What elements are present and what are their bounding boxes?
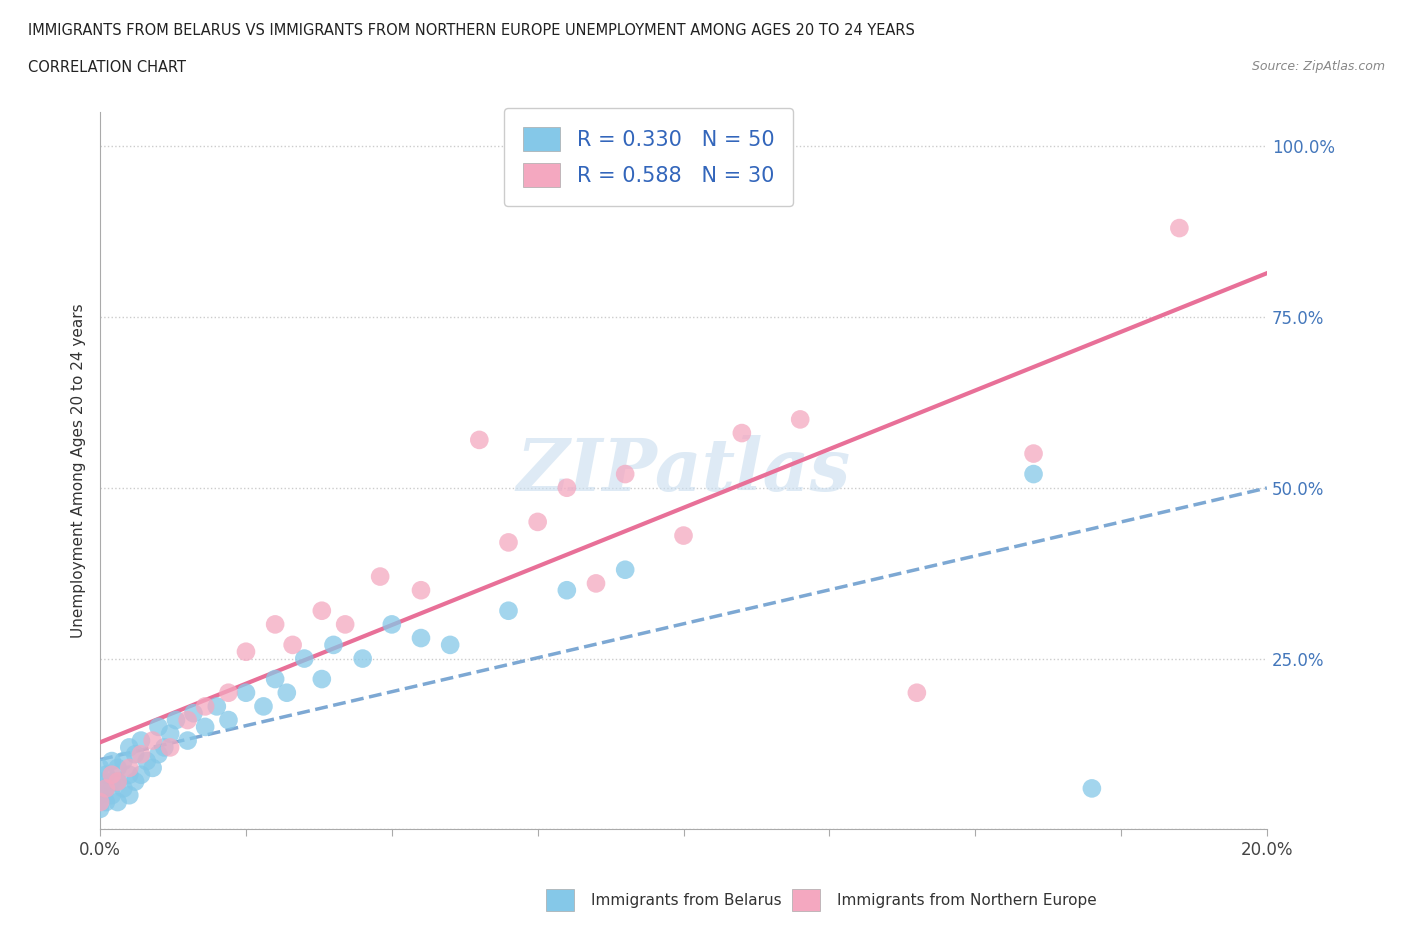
Point	[235, 644, 257, 659]
Point	[142, 761, 165, 776]
Point	[94, 781, 117, 796]
Point	[264, 671, 287, 686]
Point	[409, 631, 432, 645]
Point	[94, 794, 117, 809]
Point	[905, 685, 928, 700]
Point	[94, 781, 117, 796]
Point	[107, 774, 129, 789]
Point	[176, 712, 198, 727]
Point	[142, 733, 165, 748]
Point	[135, 753, 157, 768]
Point	[235, 685, 257, 700]
Point	[183, 706, 205, 721]
Point	[124, 774, 146, 789]
Point	[107, 774, 129, 789]
Point	[194, 699, 217, 714]
Point	[94, 767, 117, 782]
Point	[322, 637, 344, 652]
Point	[176, 733, 198, 748]
Point	[217, 685, 239, 700]
Point	[264, 617, 287, 631]
Text: ZIPatlas: ZIPatlas	[516, 435, 851, 506]
Point	[381, 617, 404, 631]
Point	[124, 747, 146, 762]
Point	[118, 740, 141, 755]
Point	[101, 753, 124, 768]
Point	[789, 412, 811, 427]
Point	[614, 563, 637, 578]
Text: Immigrants from Northern Europe: Immigrants from Northern Europe	[837, 893, 1097, 908]
Point	[129, 733, 152, 748]
Point	[276, 685, 298, 700]
Point	[89, 802, 111, 817]
Point	[217, 712, 239, 727]
Point	[555, 480, 578, 495]
Point	[311, 604, 333, 618]
Point	[1081, 781, 1104, 796]
Point	[89, 774, 111, 789]
Y-axis label: Unemployment Among Ages 20 to 24 years: Unemployment Among Ages 20 to 24 years	[72, 303, 86, 638]
Text: Source: ZipAtlas.com: Source: ZipAtlas.com	[1251, 60, 1385, 73]
Text: Immigrants from Belarus: Immigrants from Belarus	[591, 893, 782, 908]
Point	[368, 569, 391, 584]
Point	[333, 617, 356, 631]
Point	[112, 781, 135, 796]
Point	[89, 761, 111, 776]
Point	[89, 788, 111, 803]
Point	[205, 699, 228, 714]
Point	[118, 761, 141, 776]
Point	[1022, 446, 1045, 461]
Point	[1022, 467, 1045, 482]
Point	[731, 426, 754, 441]
Point	[498, 535, 520, 550]
Point	[468, 432, 491, 447]
Legend: R = 0.330   N = 50, R = 0.588   N = 30: R = 0.330 N = 50, R = 0.588 N = 30	[503, 108, 793, 206]
Point	[526, 514, 548, 529]
Point	[118, 767, 141, 782]
Point	[101, 774, 124, 789]
Point	[409, 583, 432, 598]
Point	[672, 528, 695, 543]
Point	[89, 794, 111, 809]
Point	[498, 604, 520, 618]
Point	[107, 761, 129, 776]
Point	[101, 767, 124, 782]
Point	[148, 720, 170, 735]
Point	[311, 671, 333, 686]
Point	[153, 740, 176, 755]
Point	[252, 699, 274, 714]
Point	[585, 576, 607, 591]
Point	[194, 720, 217, 735]
Point	[112, 753, 135, 768]
Point	[129, 767, 152, 782]
Point	[159, 726, 181, 741]
Point	[159, 740, 181, 755]
Point	[281, 637, 304, 652]
Point	[1168, 220, 1191, 235]
Text: IMMIGRANTS FROM BELARUS VS IMMIGRANTS FROM NORTHERN EUROPE UNEMPLOYMENT AMONG AG: IMMIGRANTS FROM BELARUS VS IMMIGRANTS FR…	[28, 23, 915, 38]
Point	[292, 651, 315, 666]
Point	[148, 747, 170, 762]
Point	[165, 712, 187, 727]
Point	[107, 794, 129, 809]
Text: CORRELATION CHART: CORRELATION CHART	[28, 60, 186, 75]
Point	[352, 651, 374, 666]
Point	[101, 788, 124, 803]
Point	[129, 747, 152, 762]
Point	[118, 788, 141, 803]
Point	[439, 637, 461, 652]
Point	[614, 467, 637, 482]
Point	[555, 583, 578, 598]
